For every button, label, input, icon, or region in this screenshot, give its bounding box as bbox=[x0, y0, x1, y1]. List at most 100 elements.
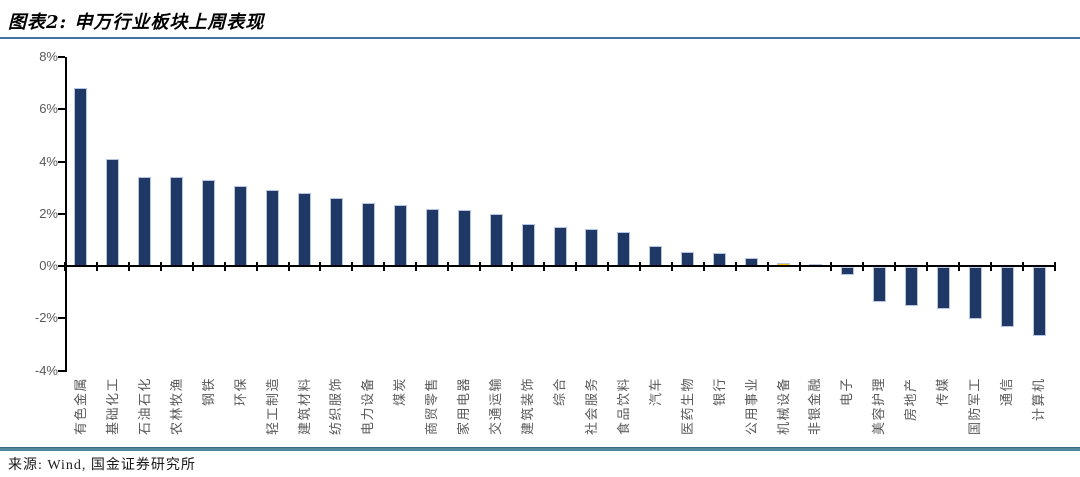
source-note: 来源: Wind, 国金证券研究所 bbox=[8, 458, 196, 473]
category-label: 石油石化 bbox=[136, 376, 152, 435]
bar-电力设备 bbox=[361, 203, 375, 266]
category-label: 煤炭 bbox=[392, 376, 408, 406]
bar-环保 bbox=[234, 186, 248, 266]
x-axis-tick bbox=[127, 262, 130, 271]
x-axis-tick bbox=[511, 262, 514, 271]
x-axis-tick bbox=[638, 262, 641, 271]
y-axis-tick bbox=[58, 108, 65, 111]
x-axis-tick bbox=[191, 262, 194, 271]
x-axis-tick bbox=[926, 262, 929, 271]
x-axis-tick bbox=[255, 262, 258, 271]
x-axis-tick bbox=[383, 262, 386, 271]
x-axis-tick bbox=[702, 262, 705, 271]
y-axis-tick bbox=[58, 212, 65, 215]
category-label: 基础化工 bbox=[104, 376, 120, 435]
y-axis-tick bbox=[58, 160, 65, 163]
bar-交通运输 bbox=[489, 213, 503, 266]
y-axis-tick bbox=[58, 317, 65, 320]
x-axis-tick bbox=[319, 262, 322, 271]
bar-家用电器 bbox=[457, 209, 471, 266]
y-axis-label: 0% bbox=[39, 258, 58, 273]
bar-房地产 bbox=[904, 267, 918, 307]
category-label: 房地产 bbox=[903, 377, 919, 421]
category-label: 机械设备 bbox=[775, 376, 791, 435]
category-label: 有色金属 bbox=[72, 376, 88, 435]
category-label: 建筑装饰 bbox=[520, 376, 536, 435]
category-label: 钢铁 bbox=[200, 376, 216, 406]
category-label: 建筑材料 bbox=[296, 376, 312, 435]
x-axis-tick bbox=[574, 262, 577, 271]
x-axis bbox=[65, 265, 1055, 267]
bar-汽车 bbox=[649, 246, 663, 266]
y-axis-label: 4% bbox=[39, 153, 58, 169]
category-label: 美容护理 bbox=[871, 376, 887, 435]
x-axis-tick bbox=[415, 262, 418, 271]
x-axis-tick bbox=[479, 262, 482, 271]
category-label: 交通运输 bbox=[488, 376, 504, 435]
x-axis-tick bbox=[543, 262, 546, 271]
category-label: 综合 bbox=[552, 376, 567, 406]
category-label: 医药生物 bbox=[679, 376, 695, 435]
x-axis-tick bbox=[95, 262, 98, 271]
x-axis-tick bbox=[606, 262, 609, 271]
category-label: 家用电器 bbox=[456, 376, 472, 435]
x-axis-tick bbox=[798, 262, 801, 271]
category-label: 传媒 bbox=[935, 376, 951, 406]
x-axis-tick bbox=[958, 262, 961, 271]
x-axis-tick bbox=[670, 262, 673, 271]
bar-计算机 bbox=[1032, 267, 1046, 337]
y-axis-label: 2% bbox=[39, 205, 58, 221]
x-axis-tick bbox=[223, 262, 226, 271]
x-axis-tick bbox=[287, 262, 290, 271]
category-label: 通信 bbox=[999, 376, 1015, 406]
category-label: 轻工制造 bbox=[264, 376, 280, 435]
category-label: 国防军工 bbox=[967, 376, 983, 435]
category-label: 社会服务 bbox=[583, 376, 599, 435]
bar-医药生物 bbox=[681, 251, 695, 266]
bar-有色金属 bbox=[74, 88, 88, 266]
category-label: 纺织服饰 bbox=[328, 376, 344, 435]
footer-rule bbox=[0, 447, 1080, 451]
title-rule bbox=[0, 37, 1080, 39]
bar-建筑材料 bbox=[298, 192, 312, 266]
category-label: 商贸零售 bbox=[424, 376, 440, 435]
y-axis-tick bbox=[58, 56, 65, 58]
x-axis-tick bbox=[159, 262, 162, 271]
bar-农林牧渔 bbox=[170, 177, 184, 266]
x-axis-tick bbox=[990, 262, 993, 271]
x-axis-tick bbox=[862, 262, 865, 271]
x-axis-tick bbox=[447, 262, 450, 271]
bar-国防军工 bbox=[968, 267, 982, 320]
bar-煤炭 bbox=[393, 204, 407, 266]
category-label: 食品饮料 bbox=[615, 376, 631, 435]
bar-食品饮料 bbox=[617, 232, 631, 266]
bar-钢铁 bbox=[202, 179, 216, 266]
category-label: 汽车 bbox=[647, 376, 663, 406]
y-axis bbox=[65, 57, 67, 372]
y-axis-label: -4% bbox=[34, 362, 58, 378]
bar-通信 bbox=[1000, 267, 1014, 328]
bar-chart-plot: 8% 6% 4% 2% 0% -2% -4% 有色金属 基础化工 石油石化 农林牧渔 钢铁 环保 轻工制造… bbox=[34, 49, 1056, 435]
y-axis-label: 8% bbox=[39, 49, 58, 64]
category-label: 电力设备 bbox=[360, 376, 376, 435]
bar-商贸零售 bbox=[425, 208, 439, 266]
bar-社会服务 bbox=[585, 229, 599, 266]
y-axis-tick bbox=[58, 369, 65, 372]
bar-电子 bbox=[840, 267, 854, 275]
category-label: 公用事业 bbox=[743, 376, 759, 435]
bar-石油石化 bbox=[138, 177, 152, 266]
bar-轻工制造 bbox=[266, 190, 280, 266]
x-axis-tick bbox=[64, 262, 66, 271]
x-axis-tick bbox=[766, 262, 769, 271]
category-label: 计算机 bbox=[1031, 377, 1047, 421]
x-axis-tick bbox=[1054, 262, 1056, 271]
category-label: 农林牧渔 bbox=[168, 376, 184, 435]
x-axis-tick bbox=[351, 262, 354, 271]
x-axis-tick bbox=[830, 262, 833, 271]
category-label: 电子 bbox=[839, 376, 855, 406]
y-axis-tick bbox=[58, 265, 65, 267]
bar-美容护理 bbox=[872, 267, 886, 303]
bar-基础化工 bbox=[106, 158, 120, 266]
chart-title: 图表2: 申万行业板块上周表现 bbox=[8, 12, 265, 33]
